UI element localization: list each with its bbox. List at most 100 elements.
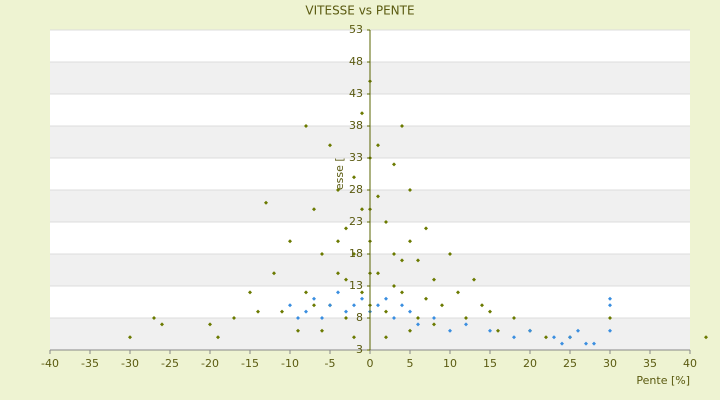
point [336, 271, 340, 276]
point [216, 335, 220, 340]
point [432, 277, 436, 282]
x-tick-label: -40 [41, 357, 59, 370]
point [352, 252, 356, 256]
y-tick-label: 3 [356, 343, 363, 356]
point [392, 252, 396, 256]
x-tick-label: -20 [201, 357, 219, 370]
point [608, 296, 612, 301]
point [312, 296, 316, 301]
chart-title: VITESSE vs PENTE [305, 4, 414, 18]
x-tick-label: 25 [563, 357, 577, 370]
point [400, 124, 404, 128]
point [472, 277, 476, 282]
point [432, 322, 436, 327]
point [336, 239, 340, 244]
point [296, 328, 300, 333]
y-tick-label: 8 [356, 311, 363, 324]
point [432, 316, 436, 320]
y-tick-label: 43 [349, 87, 363, 100]
x-tick-label: -35 [81, 357, 99, 370]
point [552, 335, 556, 340]
point [408, 309, 412, 314]
point [384, 309, 388, 314]
point [584, 341, 588, 346]
point [400, 290, 404, 295]
point [360, 296, 364, 301]
point [288, 303, 292, 308]
x-tick-label: -25 [161, 357, 179, 370]
point [392, 162, 396, 167]
x-tick-label: 0 [367, 357, 374, 370]
point [608, 328, 612, 333]
point [384, 335, 388, 340]
y-tick-label: 33 [349, 151, 363, 164]
point [360, 290, 364, 295]
x-tick-label: 15 [483, 357, 497, 370]
point [408, 328, 412, 333]
point [392, 284, 396, 288]
point [496, 328, 500, 333]
point [568, 335, 572, 340]
x-tick-label: -5 [325, 357, 336, 370]
point [376, 194, 380, 199]
point [152, 316, 156, 320]
point [208, 322, 212, 327]
point [160, 322, 164, 327]
point [248, 290, 252, 295]
point [448, 328, 452, 333]
point [304, 290, 308, 295]
point [344, 316, 348, 320]
x-tick-label: 40 [683, 357, 697, 370]
point [576, 328, 580, 333]
point [608, 316, 612, 320]
x-tick-label: 35 [643, 357, 657, 370]
point [456, 290, 460, 295]
point [464, 322, 468, 327]
point [320, 316, 324, 320]
point [296, 316, 300, 320]
point [256, 309, 260, 314]
point [312, 207, 316, 212]
point [304, 309, 308, 314]
point [592, 341, 596, 346]
point [384, 220, 388, 224]
point [400, 258, 404, 263]
point [608, 303, 612, 308]
point [704, 335, 708, 340]
y-tick-label: 13 [349, 279, 363, 292]
point [232, 316, 236, 320]
y-tick-label: 53 [349, 23, 363, 36]
point [400, 303, 404, 308]
point [288, 239, 292, 244]
point [264, 200, 268, 205]
point [352, 175, 356, 180]
point [344, 277, 348, 282]
point [488, 328, 492, 333]
point [416, 258, 420, 263]
point [376, 303, 380, 308]
point [344, 226, 348, 231]
point [408, 188, 412, 192]
point [272, 271, 276, 276]
x-tick-label: 10 [443, 357, 457, 370]
point [352, 335, 356, 340]
point [376, 271, 380, 276]
point [360, 207, 364, 212]
point [352, 303, 356, 308]
point [128, 335, 132, 340]
point [320, 328, 324, 333]
point [376, 143, 380, 148]
y-tick-label: 48 [349, 55, 363, 68]
x-tick-label: 20 [523, 357, 537, 370]
point [448, 252, 452, 256]
point [320, 252, 324, 256]
point [512, 316, 516, 320]
point [480, 303, 484, 308]
point [408, 239, 412, 244]
point [344, 309, 348, 314]
point [416, 322, 420, 327]
point [440, 303, 444, 308]
point [464, 316, 468, 320]
point [416, 316, 420, 320]
point [424, 226, 428, 231]
